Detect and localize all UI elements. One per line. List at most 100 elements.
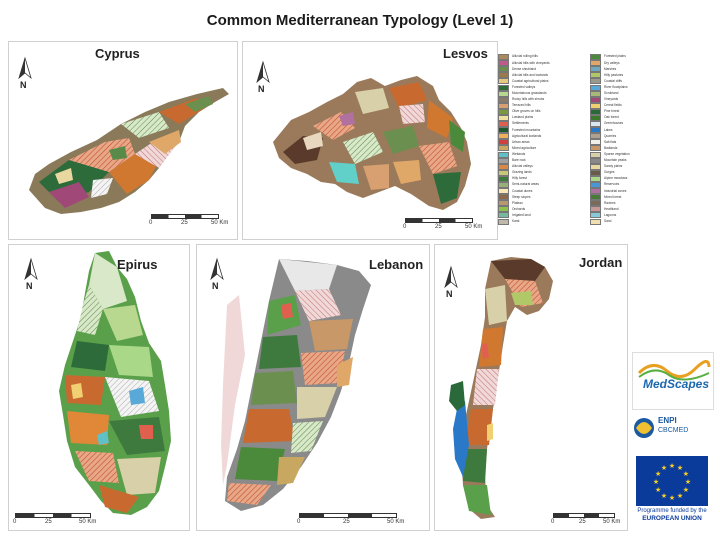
eu-star-icon: ★ [655, 486, 661, 494]
lebanon-map [221, 259, 371, 511]
legend-swatch [590, 72, 601, 79]
legend-item: Heathland [590, 206, 674, 213]
medscapes-wave-icon [637, 360, 711, 381]
legend-item: Terraced hills [498, 102, 582, 109]
legend-label: Settlements [512, 121, 529, 126]
panel-title-jordan: Jordan [579, 255, 623, 270]
legend-label: Hilly pastures [604, 72, 624, 77]
legend-item: Salt flats [590, 139, 674, 146]
eu-star-icon: ★ [683, 470, 689, 478]
enpi-subtitle: CBCMED [658, 427, 689, 434]
scale-tick: 50 Km [603, 519, 621, 525]
legend-label: Coastal agricultural plains [512, 78, 549, 83]
legend-item: Sand [590, 218, 674, 225]
eu-caption-line2: EUROPEAN UNION [642, 514, 702, 522]
eu-star-icon: ★ [661, 492, 667, 500]
scale-tick: 25 [343, 519, 350, 525]
legend-swatch [498, 218, 509, 225]
legend-label: Oak forest [604, 115, 619, 120]
eu-star-icon: ★ [655, 470, 661, 478]
legend-swatch [498, 78, 509, 85]
legend-label: Alluvial hills with vineyards [512, 60, 550, 65]
legend-label: Karst [512, 218, 520, 223]
legend-swatch [590, 175, 601, 182]
legend-item: Olive groves on hills [498, 108, 582, 115]
legend-label: Forested valleys [512, 84, 536, 89]
legend-label: Terraced hills [512, 103, 531, 108]
legend-item: River floodplains [590, 84, 674, 91]
legend-item: Coastal cliffs [590, 78, 674, 85]
legend-item: Bare rock [498, 157, 582, 164]
jordan-map [449, 257, 553, 519]
legend-label: Ravines [604, 200, 616, 205]
legend-item: Wetlands [498, 151, 582, 158]
legend-label: Scrubland [604, 91, 619, 95]
legend-label: Alluvial valleys [512, 164, 533, 169]
legend-swatch [498, 90, 509, 97]
eu-caption-line1: Programme funded by the [637, 508, 707, 514]
legend-swatch [590, 163, 601, 170]
scale-tick: 0 [551, 519, 555, 525]
legend-label: Mixed forest [604, 194, 622, 199]
legend-label: Vineyards [604, 97, 619, 102]
legend-item: Urban areas [498, 139, 582, 146]
legend-label: Hilly forest [512, 176, 527, 181]
legend-swatch [590, 139, 601, 146]
panel-title-lebanon: Lebanon [369, 257, 424, 272]
legend-item: Quarries [590, 133, 674, 140]
panel-title-cyprus: Cyprus [95, 46, 140, 61]
legend-label: Dry valleys [604, 60, 620, 65]
legend-swatch [498, 127, 509, 134]
eu-flag-icon: ★ ★ ★ ★ ★ ★ ★ ★ ★ ★ ★ ★ [636, 456, 708, 506]
legend-item: Greenhouses [590, 121, 674, 128]
scale-bar-lebanon: 0 25 50 Km [297, 513, 407, 527]
lesvos-map [273, 76, 471, 210]
legend-item: Settlements [498, 121, 582, 128]
legend-item: Mixed forest [590, 194, 674, 201]
medscapes-text: MedScapes [643, 377, 710, 391]
legend-label: Greenhouses [604, 121, 624, 126]
legend-label: Wetlands [512, 151, 526, 156]
legend-item: Dense shrubland [498, 66, 582, 73]
legend-swatch [498, 60, 509, 67]
legend-item: Forested valleys [498, 84, 582, 91]
legend-label: Steep slopes [512, 194, 531, 199]
legend-swatch [590, 212, 601, 219]
legend-swatch [590, 84, 601, 91]
north-arrow-epirus: N [21, 257, 41, 291]
legend-swatch [498, 157, 509, 164]
legend-swatch [590, 133, 601, 140]
legend-item: Coastal agricultural plains [498, 78, 582, 85]
legend-swatch [498, 182, 509, 189]
legend-label: Orchards [512, 206, 526, 211]
legend-swatch [590, 60, 601, 67]
legend-label: Heathland [604, 206, 619, 211]
legend-item: Orchards [498, 206, 582, 213]
panel-title-lesvos: Lesvos [443, 46, 488, 61]
eu-star-icon: ★ [653, 478, 659, 486]
north-arrow-lesvos: N [253, 60, 273, 94]
legend-swatch [498, 54, 509, 61]
legend-item: Mountainous grasslands [498, 90, 582, 97]
eu-star-icon: ★ [683, 486, 689, 494]
legend-label: Lagoons [604, 212, 617, 217]
legend-label: Quarries [604, 133, 617, 138]
legend-label: Sandy plains [604, 164, 623, 169]
scale-tick: 50 Km [387, 519, 405, 525]
legend-swatch [590, 145, 601, 152]
scale-bar-cyprus: 0 25 50 Km [149, 214, 229, 228]
legend-item: Hilly pastures [590, 72, 674, 79]
legend-label: River floodplains [604, 84, 628, 89]
enpi-logo: ENPI CBCMED [632, 412, 712, 450]
legend-swatch [590, 54, 601, 61]
legend-label: Badlands [604, 145, 618, 150]
legend-item: Plateau [498, 200, 582, 207]
legend-item: Lowland plains [498, 114, 582, 121]
legend-swatch [590, 169, 601, 176]
legend-swatch [498, 169, 509, 176]
north-arrow-icon [210, 257, 224, 281]
legend-item: Karst [498, 218, 582, 225]
eu-stars-icon: ★★★★★★★★★ ★ ★★ [653, 462, 691, 502]
north-arrow-icon [18, 56, 32, 80]
legend-item: Lagoons [590, 212, 674, 219]
